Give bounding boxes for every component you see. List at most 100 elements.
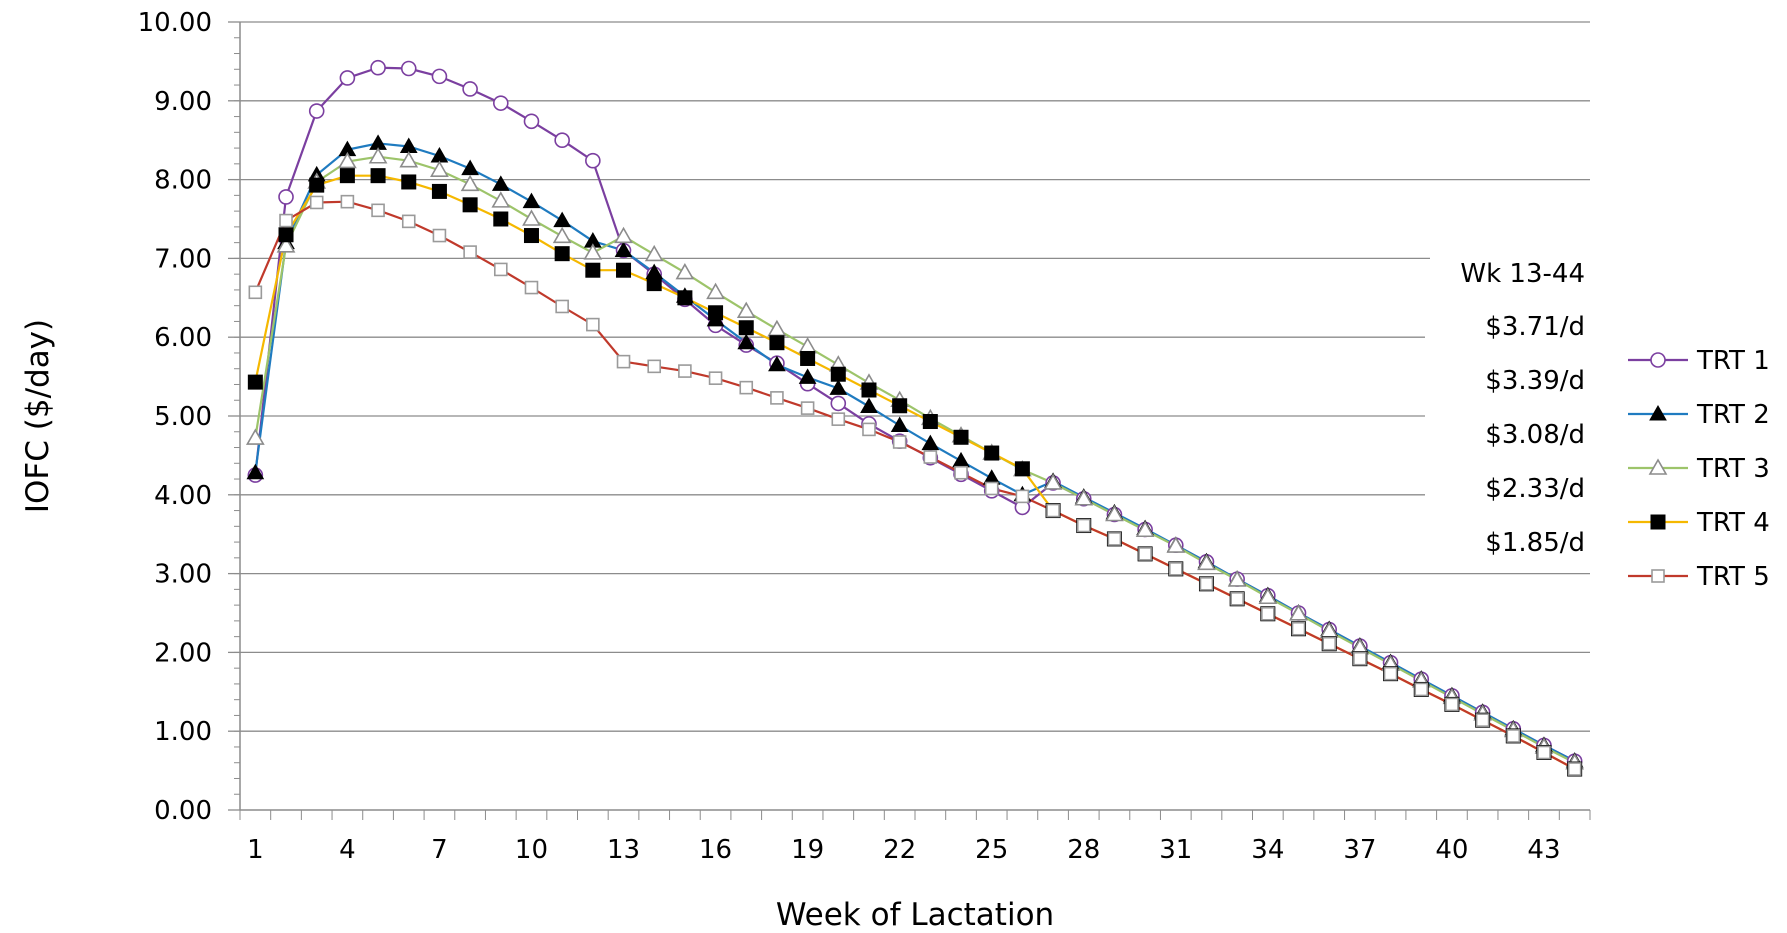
data-point [922, 414, 938, 430]
data-point [738, 320, 754, 336]
data-point [492, 95, 509, 111]
y-tick-label: 5.00 [154, 402, 212, 432]
legend-entry: TRT 3 [1628, 454, 1770, 484]
legend-label: TRT 3 [1696, 454, 1770, 484]
data-point [831, 412, 846, 426]
data-point [923, 450, 938, 464]
data-point [1105, 504, 1124, 522]
data-point [370, 59, 386, 76]
data-point [1166, 536, 1186, 553]
legend-marker-swatch [1650, 352, 1666, 368]
data-point [800, 401, 815, 415]
data-point [1015, 489, 1030, 504]
legend: TRT 1 TRT 2 TRT 3 TRT 4 TRT 5 [1628, 346, 1770, 592]
data-point [493, 211, 509, 227]
data-point [368, 147, 388, 164]
annotation-background [1425, 292, 1595, 552]
data-point [463, 245, 477, 259]
series-line [254, 142, 1576, 763]
data-point [614, 241, 633, 258]
series-line [254, 200, 1576, 770]
data-point [675, 262, 695, 280]
data-point [246, 463, 265, 480]
data-point [830, 366, 846, 382]
legend-label: TRT 1 [1696, 346, 1770, 376]
x-tick-label: 13 [607, 835, 640, 865]
data-point [401, 214, 416, 229]
data-point [1074, 489, 1094, 506]
data-point [462, 197, 478, 213]
data-point [798, 368, 817, 384]
data-point [953, 429, 969, 445]
data-point [1353, 651, 1367, 666]
annotation-block: Wk 13-44 $3.71/d $3.39/d $3.08/d $2.33/d $1.8… [1425, 255, 1595, 558]
data-point [736, 301, 756, 318]
data-point [890, 416, 909, 432]
y-tick-label: 0.00 [154, 796, 212, 826]
data-point [708, 371, 723, 385]
data-point [829, 379, 848, 395]
data-point [768, 355, 786, 372]
data-point [861, 382, 877, 398]
data-point [1046, 503, 1060, 518]
data-point [708, 305, 724, 321]
data-point [892, 398, 908, 414]
series-4-line [254, 174, 1576, 770]
data-point [1414, 682, 1429, 697]
data-point [430, 160, 449, 177]
data-point [1227, 570, 1247, 587]
x-axis-title: Week of Lactation [776, 897, 1054, 933]
x-tick-label: 4 [339, 835, 356, 865]
annotation-value: $3.08/d [1485, 420, 1585, 450]
data-point [308, 103, 325, 119]
gridlines [240, 21, 1590, 732]
data-point [1014, 461, 1030, 477]
data-point [461, 159, 479, 176]
series-lines [245, 59, 1585, 777]
x-tick-label: 16 [699, 835, 732, 865]
data-point [1168, 562, 1183, 576]
data-point [954, 465, 968, 480]
x-tick-label: 22 [883, 835, 916, 865]
x-tick-label: 43 [1527, 835, 1560, 865]
legend-marker-swatch [1649, 404, 1667, 421]
data-point [462, 81, 478, 97]
y-tick-label: 8.00 [154, 166, 212, 196]
data-point [523, 113, 540, 130]
data-point [248, 285, 263, 300]
series-2-markers [246, 134, 1584, 768]
y-tick-label: 6.00 [154, 323, 212, 353]
data-point [1199, 577, 1214, 591]
x-tick-label: 28 [1067, 835, 1100, 865]
legend-entry: TRT 1 [1628, 346, 1770, 376]
data-point [769, 335, 785, 351]
data-point [1567, 762, 1582, 776]
data-point [309, 177, 325, 193]
y-tick-label: 7.00 [154, 244, 212, 274]
legend-marker-swatch [1648, 458, 1668, 475]
y-tick-label: 10.00 [138, 8, 212, 38]
legend-entry: TRT 4 [1628, 508, 1770, 538]
x-tick-label: 19 [791, 835, 824, 865]
legend-marker-swatch [1651, 569, 1665, 583]
y-tick-label: 4.00 [154, 481, 212, 511]
series-5-markers [248, 194, 1582, 776]
data-point [555, 299, 569, 314]
data-point [493, 262, 508, 277]
data-point [1107, 532, 1122, 546]
series-3-markers [245, 147, 1585, 770]
data-point [278, 189, 294, 205]
data-point [338, 151, 357, 169]
data-point [522, 192, 541, 209]
x-tick-label: 25 [975, 835, 1008, 865]
data-point [1291, 621, 1306, 636]
data-point [432, 228, 447, 243]
data-point [400, 60, 417, 77]
annotation-value: $1.85/d [1485, 528, 1585, 558]
y-tick-label: 2.00 [154, 638, 212, 668]
data-point [340, 194, 355, 209]
annotation-value: $3.71/d [1485, 312, 1585, 342]
data-point [491, 175, 510, 191]
y-tick-label: 9.00 [154, 87, 212, 117]
data-point [399, 151, 419, 168]
